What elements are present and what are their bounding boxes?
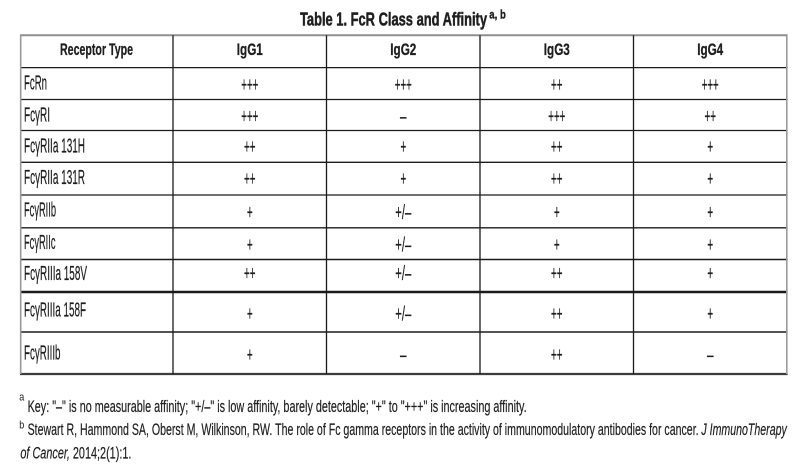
svg-text:+: + [400, 136, 406, 159]
svg-text:+: + [247, 233, 253, 256]
svg-text:+/–: +/– [395, 201, 411, 224]
svg-text:of Cancer,: of Cancer, [20, 444, 70, 463]
svg-text:+: + [247, 201, 253, 224]
svg-text:Receptor Type: Receptor Type [60, 41, 133, 59]
svg-text:+: + [400, 167, 406, 190]
svg-text:+: + [707, 303, 713, 326]
svg-text:+/–: +/– [395, 233, 411, 256]
svg-text:+: + [554, 233, 560, 256]
svg-text:FcRn: FcRn [24, 72, 47, 95]
svg-text:++: ++ [551, 167, 563, 190]
svg-text:Key: "–" is no measurable affi: Key: "–" is no measurable affinity; "+/–… [28, 397, 527, 416]
svg-text:FcγRIIa 131H: FcγRIIa 131H [24, 134, 85, 157]
svg-text:b: b [19, 420, 24, 432]
svg-text:a: a [19, 392, 25, 404]
svg-text:a, b: a, b [489, 10, 506, 22]
svg-text:+: + [554, 201, 560, 224]
svg-text:++: ++ [244, 167, 256, 190]
svg-text:+++: +++ [548, 105, 565, 128]
svg-text:–: – [400, 343, 407, 366]
svg-text:+/–: +/– [395, 262, 411, 285]
svg-text:FcγRIIc: FcγRIIc [24, 231, 56, 254]
svg-text:+: + [247, 343, 253, 366]
svg-text:IgG1: IgG1 [237, 41, 263, 59]
svg-text:IgG3: IgG3 [544, 41, 570, 59]
svg-text:+++: +++ [395, 74, 412, 97]
svg-text:+: + [707, 262, 713, 285]
svg-text:++: ++ [551, 74, 563, 97]
svg-text:FcγRIIb: FcγRIIb [24, 199, 56, 222]
svg-text:+: + [707, 201, 713, 224]
svg-text:FcγRIIIa 158V: FcγRIIIa 158V [24, 262, 87, 285]
svg-text:FcγRIIIb: FcγRIIIb [24, 342, 61, 365]
svg-text:++: ++ [244, 136, 256, 159]
svg-text:FcγRI: FcγRI [24, 103, 50, 126]
svg-text:IgG4: IgG4 [697, 41, 724, 59]
svg-text:–: – [400, 105, 407, 128]
svg-text:++: ++ [551, 136, 563, 159]
svg-text:+/–: +/– [395, 303, 411, 326]
svg-text:++: ++ [704, 105, 716, 128]
svg-text:IgG2: IgG2 [390, 41, 416, 59]
svg-text:+: + [247, 303, 253, 326]
svg-text:2014;2(1):1.: 2014;2(1):1. [73, 444, 131, 463]
svg-text:Stewart R, Hammond SA, Oberst: Stewart R, Hammond SA, Oberst M, Wilkins… [28, 420, 699, 439]
svg-text:Table 1. FcR Class and Affinit: Table 1. FcR Class and Affinity [300, 10, 487, 30]
svg-text:FcγRIIa 131R: FcγRIIa 131R [24, 166, 85, 189]
svg-text:++: ++ [551, 303, 563, 326]
svg-text:+: + [707, 167, 713, 190]
svg-text:+++: +++ [241, 74, 258, 97]
svg-text:++: ++ [551, 262, 563, 285]
svg-text:FcγRIIIa 158F: FcγRIIIa 158F [24, 299, 86, 322]
svg-text:J ImmunoTherapy: J ImmunoTherapy [701, 420, 788, 439]
svg-text:+: + [707, 233, 713, 256]
svg-text:+: + [707, 136, 713, 159]
svg-text:++: ++ [551, 343, 563, 366]
svg-text:+++: +++ [702, 74, 719, 97]
svg-text:–: – [707, 343, 714, 366]
svg-text:++: ++ [244, 262, 256, 285]
svg-text:+++: +++ [241, 105, 258, 128]
